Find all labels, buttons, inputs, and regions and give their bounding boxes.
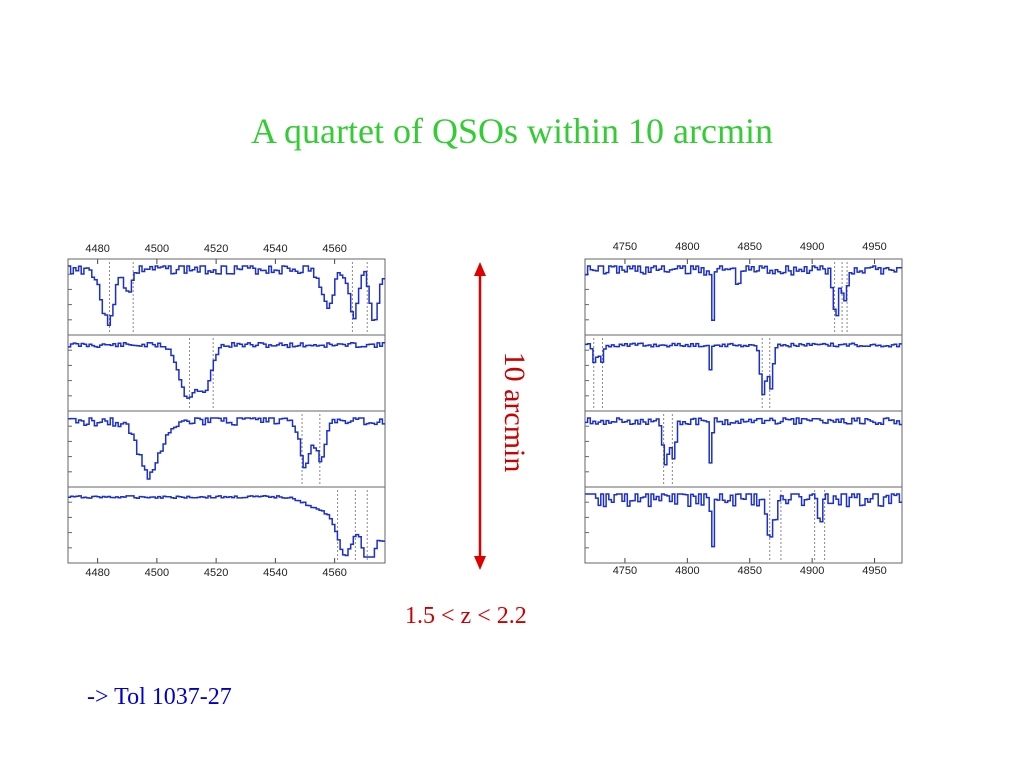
spectrum-line: [585, 417, 902, 466]
x-tick-label-bottom: 4540: [263, 567, 287, 579]
x-tick-label-bottom: 4500: [145, 567, 169, 579]
x-tick-label-top: 4800: [675, 241, 699, 253]
arrow-head-up: [474, 262, 486, 276]
x-tick-label-top: 4540: [263, 243, 287, 255]
x-tick-label-top: 4850: [737, 241, 761, 253]
x-tick-label-top: 4480: [85, 243, 109, 255]
target-link[interactable]: -> Tol 1037-27: [87, 684, 232, 710]
x-tick-label-top: 4950: [862, 241, 886, 253]
x-tick-label-bottom: 4950: [862, 565, 886, 577]
x-tick-label-top: 4500: [145, 243, 169, 255]
right-spectra-chart: 4750 4750 4800 4800 4850 4850 4900 4900 4950 4950: [584, 241, 903, 577]
slide-title: A quartet of QSOs within 10 arcmin: [251, 111, 773, 151]
x-tick-label-bottom: 4800: [675, 565, 699, 577]
spectrum-line: [68, 495, 385, 558]
arrow-head-down: [474, 556, 486, 570]
x-tick-label-bottom: 4750: [613, 565, 637, 577]
left-spectra-chart: 4480 4480 4500 4500 4520 4520 4540 4540 4560 4560: [67, 243, 386, 579]
spectrum-line: [68, 417, 385, 480]
spectrum-line: [585, 342, 902, 396]
x-tick-label-bottom: 4900: [800, 565, 824, 577]
x-tick-label-bottom: 4520: [204, 567, 228, 579]
x-tick-label-top: 4520: [204, 243, 228, 255]
spectrum-line: [585, 265, 902, 321]
separation-label: 10 arcmin: [498, 351, 531, 473]
x-tick-label-top: 4750: [613, 241, 637, 253]
panel-frame: [67, 486, 386, 564]
panel-frame: [584, 486, 903, 564]
separation-arrow: [474, 262, 486, 570]
x-tick-label-bottom: 4850: [737, 565, 761, 577]
spectrum-line: [68, 341, 385, 399]
spectrum-line: [68, 265, 385, 327]
x-tick-label-bottom: 4480: [85, 567, 109, 579]
x-tick-label-top: 4560: [322, 243, 346, 255]
spectrum-line: [585, 493, 902, 548]
x-tick-label-top: 4900: [800, 241, 824, 253]
redshift-range: 1.5 < z < 2.2: [405, 603, 527, 629]
x-tick-label-bottom: 4560: [322, 567, 346, 579]
